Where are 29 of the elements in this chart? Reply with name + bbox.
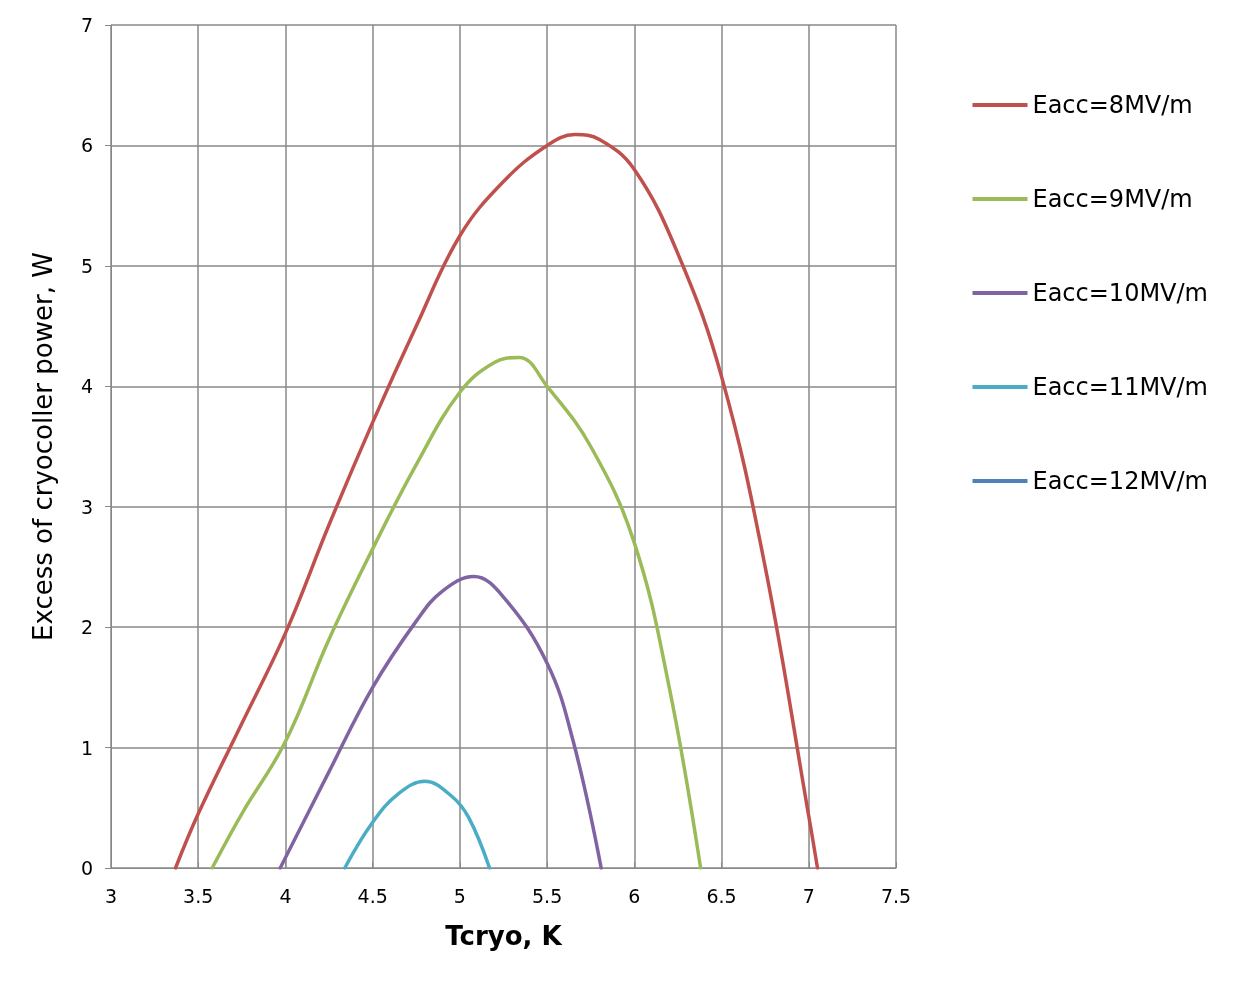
legend-label: Eacc=12MV/m	[1032, 467, 1208, 495]
line-series	[278, 574, 603, 870]
line-series	[210, 355, 703, 870]
y-tick-label: 4	[80, 375, 93, 398]
y-tick-label: 2	[80, 616, 93, 639]
line-series	[173, 132, 820, 870]
x-tick-label: 6	[628, 884, 641, 907]
x-tick-label: 6.5	[706, 884, 737, 907]
y-tick-label: 3	[80, 495, 93, 518]
x-axis-title: Tcryo, K	[445, 921, 563, 951]
x-tick-label: 3	[104, 884, 118, 907]
line-series	[343, 779, 492, 870]
legend-label: Eacc=9MV/m	[1032, 185, 1193, 213]
y-axis-title: Excess of cryocoller power, W	[28, 252, 58, 641]
x-tick-label: 5	[453, 884, 466, 907]
y-tick-label: 1	[80, 736, 93, 759]
legend-label: Eacc=8MV/m	[1032, 91, 1193, 119]
y-tick-label: 5	[80, 254, 93, 277]
x-tick-label: 4	[279, 884, 292, 907]
x-tick-label: 5.5	[532, 884, 563, 907]
y-tick-label: 6	[80, 134, 93, 157]
x-tick-label: 7	[802, 884, 815, 907]
legend-label: Eacc=10MV/m	[1032, 279, 1208, 307]
x-tick-label: 4.5	[357, 884, 388, 907]
x-tick-label: 7.5	[880, 884, 912, 907]
y-tick-label: 7	[80, 14, 93, 36]
y-tick-label: 0	[80, 857, 93, 879]
legend-label: Eacc=11MV/m	[1032, 373, 1208, 401]
x-tick-label: 3.5	[183, 884, 214, 907]
